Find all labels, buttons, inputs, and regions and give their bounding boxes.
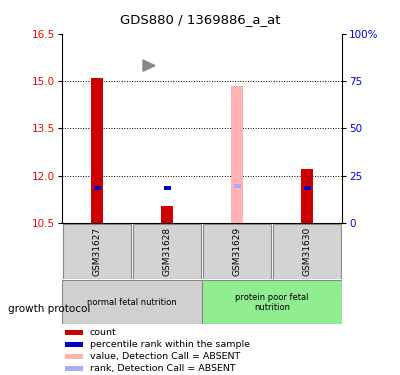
Polygon shape bbox=[143, 60, 155, 71]
Bar bbox=[65, 366, 83, 371]
Text: normal fetal nutrition: normal fetal nutrition bbox=[87, 298, 177, 307]
Text: GSM31630: GSM31630 bbox=[302, 227, 312, 276]
Text: GDS880 / 1369886_a_at: GDS880 / 1369886_a_at bbox=[120, 13, 280, 26]
Bar bbox=[204, 224, 271, 279]
Bar bbox=[65, 330, 83, 335]
Bar bbox=[231, 86, 243, 223]
Bar bbox=[63, 224, 130, 279]
Text: value, Detection Call = ABSENT: value, Detection Call = ABSENT bbox=[90, 352, 240, 361]
Bar bbox=[304, 186, 310, 190]
Text: GSM31629: GSM31629 bbox=[232, 227, 242, 276]
Text: protein poor fetal
nutrition: protein poor fetal nutrition bbox=[235, 292, 309, 312]
Bar bbox=[301, 170, 313, 223]
Bar bbox=[134, 224, 201, 279]
Text: percentile rank within the sample: percentile rank within the sample bbox=[90, 340, 250, 349]
Bar bbox=[91, 78, 103, 223]
Bar bbox=[161, 206, 173, 223]
Text: GSM31628: GSM31628 bbox=[162, 227, 172, 276]
Bar bbox=[234, 184, 240, 188]
Bar bbox=[202, 280, 342, 324]
Bar bbox=[94, 186, 100, 190]
Text: rank, Detection Call = ABSENT: rank, Detection Call = ABSENT bbox=[90, 364, 236, 374]
Bar bbox=[274, 224, 341, 279]
Bar bbox=[62, 280, 202, 324]
Text: GSM31627: GSM31627 bbox=[92, 227, 102, 276]
Bar bbox=[164, 186, 170, 190]
Bar bbox=[65, 354, 83, 359]
Bar bbox=[65, 342, 83, 347]
Text: count: count bbox=[90, 328, 117, 337]
Text: growth protocol: growth protocol bbox=[8, 304, 90, 314]
